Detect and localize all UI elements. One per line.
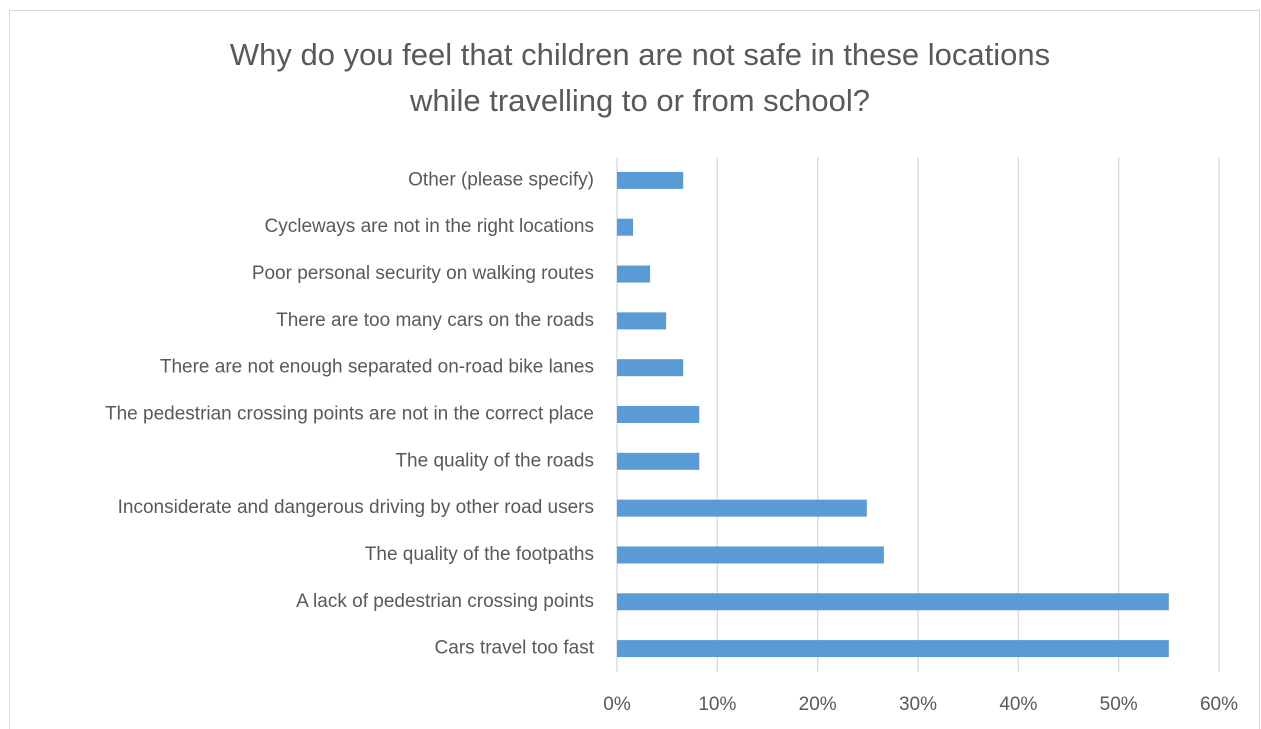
- bar: [617, 406, 700, 423]
- bar: [617, 359, 684, 377]
- bar: [617, 640, 1169, 658]
- x-tick-label: 0%: [603, 694, 631, 715]
- bar: [617, 312, 667, 330]
- y-tick-label: Cars travel too fast: [435, 638, 595, 659]
- y-tick-label: The pedestrian crossing points are not i…: [105, 404, 594, 425]
- chart-title: Why do you feel that children are not sa…: [230, 37, 1050, 72]
- x-tick-label: 30%: [899, 694, 937, 715]
- bar: [617, 452, 700, 470]
- bar: [617, 593, 1169, 611]
- bar: [617, 171, 684, 189]
- y-tick-label: There are not enough separated on-road b…: [160, 357, 594, 378]
- y-tick-label: The quality of the footpaths: [365, 544, 594, 565]
- y-tick-label: Inconsiderate and dangerous driving by o…: [118, 497, 594, 518]
- y-tick-label: A lack of pedestrian crossing points: [296, 591, 594, 612]
- x-tick-label: 50%: [1100, 694, 1138, 715]
- bar: [617, 218, 634, 236]
- x-tick-label: 20%: [799, 694, 837, 715]
- bar: [617, 546, 884, 564]
- bar: [617, 499, 867, 517]
- y-tick-label: Poor personal security on walking routes: [252, 263, 594, 284]
- x-tick-label: 40%: [999, 694, 1037, 715]
- x-tick-label: 10%: [698, 694, 736, 715]
- x-tick-label: 60%: [1200, 694, 1238, 715]
- bar: [617, 265, 651, 283]
- chart-title: while travelling to or from school?: [409, 83, 870, 118]
- y-tick-label: There are too many cars on the roads: [276, 310, 594, 331]
- y-tick-label: The quality of the roads: [395, 450, 594, 471]
- y-tick-label: Other (please specify): [408, 169, 594, 190]
- y-tick-label: Cycleways are not in the right locations: [265, 216, 595, 237]
